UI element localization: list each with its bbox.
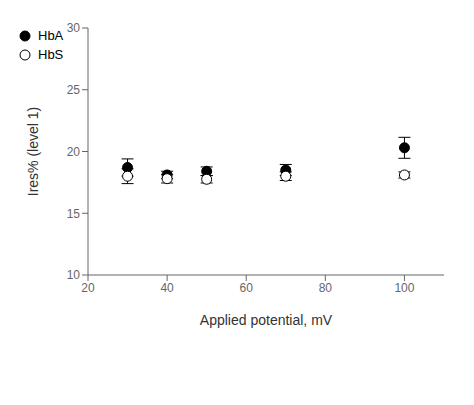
svg-text:10: 10 bbox=[67, 268, 81, 282]
html-text:HbA: HbA bbox=[38, 28, 64, 43]
svg-text:20: 20 bbox=[81, 281, 95, 295]
html-text:HbS: HbS bbox=[38, 47, 64, 62]
svg-text:Ires% (level 1): Ires% (level 1) bbox=[25, 107, 41, 196]
svg-text:100: 100 bbox=[394, 281, 414, 295]
svg-text:Applied potential, mV: Applied potential, mV bbox=[200, 312, 333, 328]
svg-text:30: 30 bbox=[67, 21, 81, 35]
svg-text:15: 15 bbox=[67, 207, 81, 221]
svg-text:25: 25 bbox=[67, 83, 81, 97]
svg-text:60: 60 bbox=[240, 281, 254, 295]
svg-text:80: 80 bbox=[319, 281, 333, 295]
svg-text:40: 40 bbox=[160, 281, 174, 295]
svg-text:20: 20 bbox=[67, 145, 81, 159]
